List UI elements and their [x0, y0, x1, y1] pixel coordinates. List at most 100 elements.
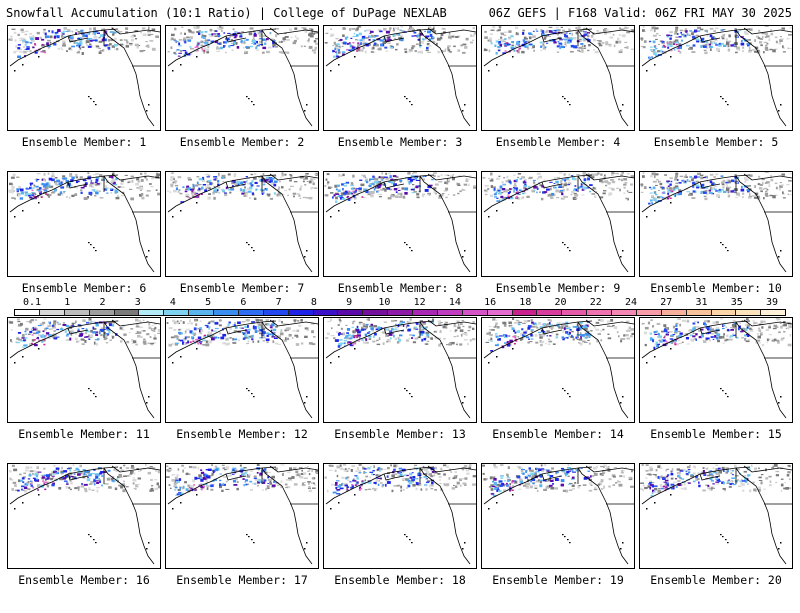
member-map — [165, 25, 319, 131]
ensemble-panel: Ensemble Member: 15 — [639, 317, 793, 467]
member-label: Ensemble Member: 7 — [165, 281, 319, 295]
colorbar-label: 35 — [731, 297, 743, 308]
snowfall-field — [168, 26, 318, 57]
colorbar-swatch — [736, 310, 761, 315]
colorbar-swatch — [687, 310, 712, 315]
snowfall-field — [167, 173, 318, 203]
colorbar-label: 22 — [590, 297, 602, 308]
map-svg — [8, 464, 160, 568]
member-label: Ensemble Member: 17 — [165, 573, 319, 587]
map-svg — [482, 26, 634, 130]
ensemble-panel: Ensemble Member: 2 — [165, 25, 319, 175]
colorbar-swatch — [90, 310, 115, 315]
member-label: Ensemble Member: 9 — [481, 281, 635, 295]
colorbar-swatch — [139, 310, 164, 315]
colorbar-swatch — [488, 310, 513, 315]
colorbar-swatch — [637, 310, 662, 315]
header: Snowfall Accumulation (10:1 Ratio) | Col… — [0, 0, 800, 22]
ensemble-panel: Ensemble Member: 3 — [323, 25, 477, 175]
colorbar-swatch — [712, 310, 737, 315]
map-svg — [8, 26, 160, 130]
member-map — [165, 463, 319, 569]
colorbar-label: 31 — [695, 297, 707, 308]
colorbar-swatches — [14, 309, 786, 316]
colorbar-swatch — [115, 310, 140, 315]
colorbar-swatch — [388, 310, 413, 315]
member-map — [7, 25, 161, 131]
colorbar-swatch — [612, 310, 637, 315]
colorbar-swatch — [463, 310, 488, 315]
map-svg — [166, 26, 318, 130]
colorbar-label: 0.1 — [23, 297, 41, 308]
colorbar-swatch — [537, 310, 562, 315]
colorbar-label: 10 — [378, 297, 390, 308]
member-label: Ensemble Member: 15 — [639, 427, 793, 441]
ensemble-panel: Ensemble Member: 17 — [165, 463, 319, 613]
member-map — [481, 463, 635, 569]
ensemble-panel: Ensemble Member: 20 — [639, 463, 793, 613]
member-map — [7, 171, 161, 277]
member-map — [639, 25, 793, 131]
member-label: Ensemble Member: 12 — [165, 427, 319, 441]
member-map — [323, 25, 477, 131]
member-map — [323, 171, 477, 277]
member-label: Ensemble Member: 6 — [7, 281, 161, 295]
colorbar-swatch — [761, 310, 785, 315]
member-label: Ensemble Member: 5 — [639, 135, 793, 149]
colorbar-swatch — [562, 310, 587, 315]
map-svg — [640, 318, 792, 422]
member-label: Ensemble Member: 4 — [481, 135, 635, 149]
map-svg — [166, 318, 318, 422]
coastlines — [326, 28, 476, 126]
member-label: Ensemble Member: 18 — [323, 573, 477, 587]
map-svg — [324, 318, 476, 422]
colorbar-label: 1 — [64, 297, 70, 308]
map-svg — [482, 172, 634, 276]
member-label: Ensemble Member: 20 — [639, 573, 793, 587]
colorbar-swatch — [338, 310, 363, 315]
map-svg — [324, 172, 476, 276]
member-label: Ensemble Member: 2 — [165, 135, 319, 149]
colorbar-label: 9 — [346, 297, 352, 308]
map-svg — [8, 172, 160, 276]
snowfall-field — [484, 26, 634, 54]
member-label: Ensemble Member: 11 — [7, 427, 161, 441]
ensemble-panel: Ensemble Member: 1 — [7, 25, 161, 175]
colorbar-swatch — [413, 310, 438, 315]
member-map — [639, 317, 793, 423]
member-map — [165, 317, 319, 423]
ensemble-panel: Ensemble Member: 4 — [481, 25, 635, 175]
snowfall-field — [325, 318, 475, 348]
header-title: Snowfall Accumulation (10:1 Ratio) | Col… — [6, 6, 447, 20]
colorbar-label: 2 — [99, 297, 105, 308]
colorbar-swatch — [15, 310, 40, 315]
member-label: Ensemble Member: 13 — [323, 427, 477, 441]
member-map — [7, 463, 161, 569]
ensemble-panel: Ensemble Member: 16 — [7, 463, 161, 613]
ensemble-panel: Ensemble Member: 5 — [639, 25, 793, 175]
member-label: Ensemble Member: 3 — [323, 135, 477, 149]
snowfall-field — [482, 172, 634, 202]
colorbar-label: 16 — [484, 297, 496, 308]
member-label: Ensemble Member: 1 — [7, 135, 161, 149]
member-map — [323, 317, 477, 423]
coastlines — [168, 466, 318, 564]
map-svg — [482, 318, 634, 422]
snowfall-field — [166, 464, 318, 496]
snowfall-field — [324, 172, 476, 203]
member-map — [7, 317, 161, 423]
colorbar-label: 8 — [311, 297, 317, 308]
map-svg — [640, 172, 792, 276]
colorbar-swatch — [289, 310, 314, 315]
colorbar-label: 24 — [625, 297, 637, 308]
snowfall-field — [325, 464, 477, 495]
colorbar-swatch — [65, 310, 90, 315]
member-label: Ensemble Member: 16 — [7, 573, 161, 587]
snowfall-field — [9, 464, 160, 492]
colorbar-swatch — [363, 310, 388, 315]
colorbar-label: 4 — [170, 297, 176, 308]
colorbar-swatch — [662, 310, 687, 315]
colorbar-label: 14 — [449, 297, 461, 308]
snowfall-field — [9, 172, 160, 200]
